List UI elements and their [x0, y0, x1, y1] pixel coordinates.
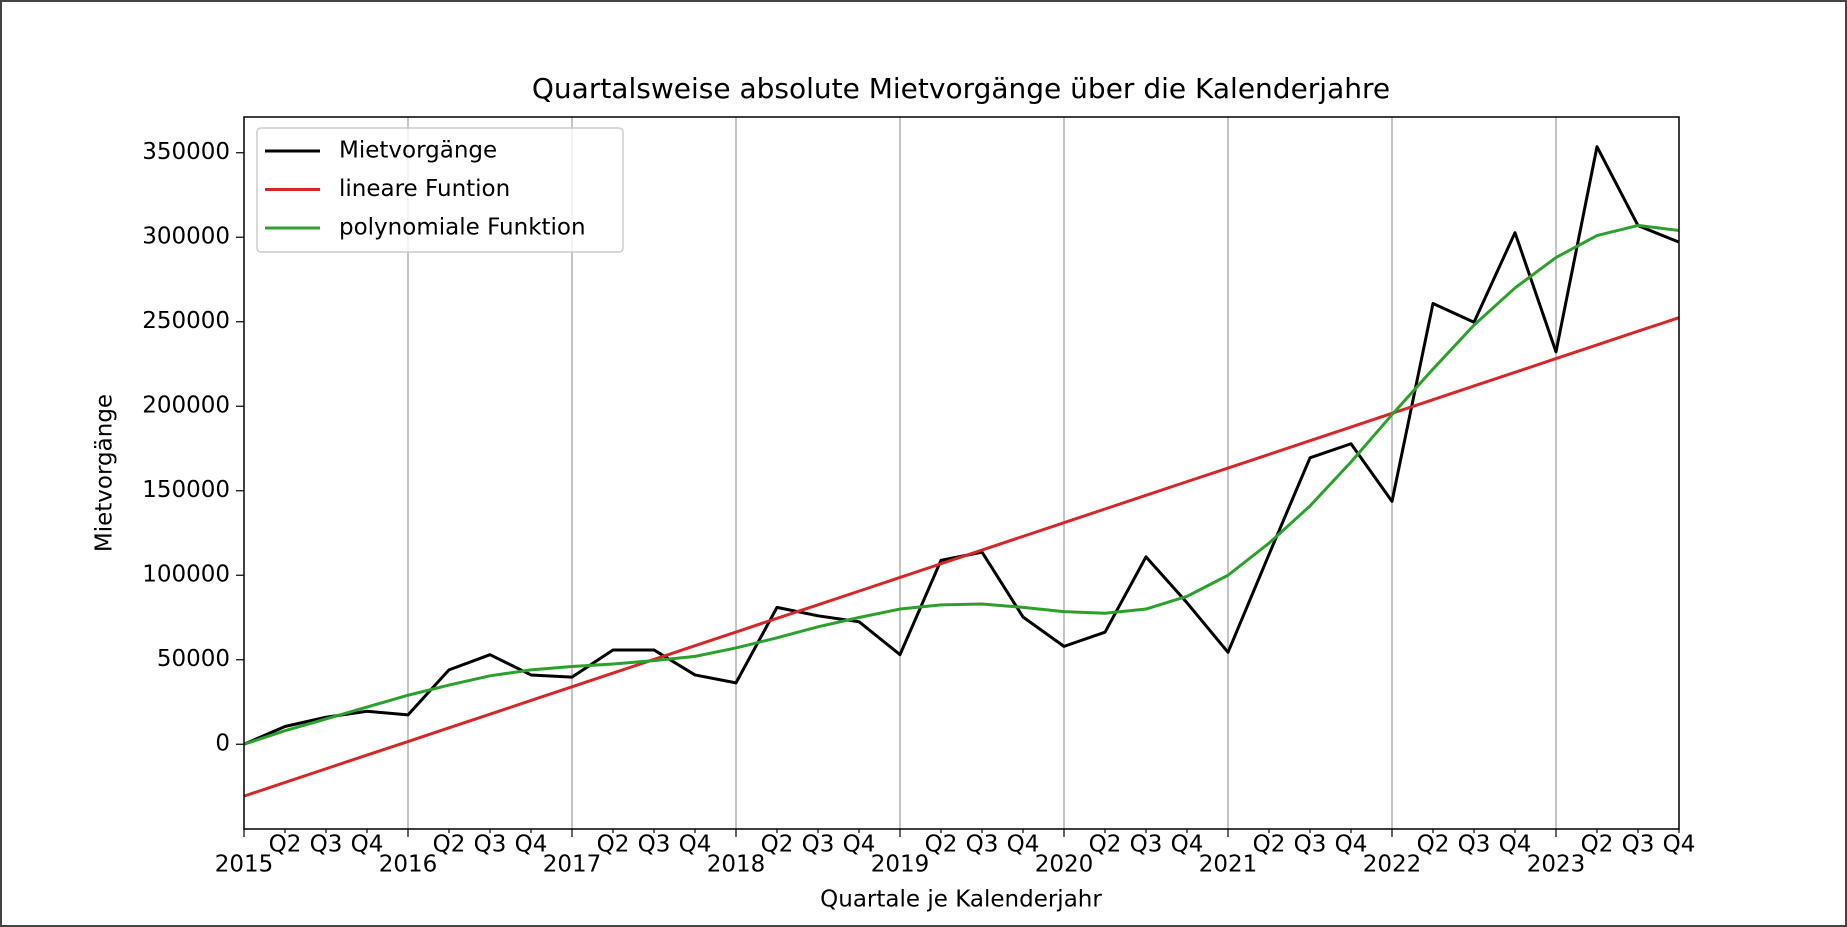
x-tick-label: Q4 [843, 832, 876, 858]
x-tick-label: 2023 [1527, 852, 1586, 878]
legend-label: Mietvorgänge [339, 138, 497, 164]
x-tick-label: Q4 [351, 832, 384, 858]
x-tick-label: Q4 [1335, 832, 1368, 858]
series-line [243, 223, 1680, 746]
x-tick-label: Q2 [597, 832, 630, 858]
x-tick-label: Q4 [1663, 832, 1696, 858]
x-tick-label: Q3 [1294, 832, 1327, 858]
y-tick-label: 0 [215, 731, 230, 757]
x-tick-label: Q2 [925, 832, 958, 858]
y-tick-label: 300000 [142, 224, 230, 250]
x-tick-label: Q4 [1171, 832, 1204, 858]
legend-label: polynomiale Funktion [339, 215, 586, 241]
x-tick-label: Q3 [474, 832, 507, 858]
x-tick-label: 2020 [1035, 852, 1094, 878]
chart-title: Quartalsweise absolute Mietvorgänge über… [532, 72, 1390, 105]
x-tick-label: Q2 [1253, 832, 1286, 858]
plot-frame [243, 116, 1680, 830]
y-axis-label: Mietvorgänge [92, 394, 118, 552]
x-tick-label: Q2 [269, 832, 302, 858]
x-tick-label: Q2 [761, 832, 794, 858]
legend-label: lineare Funtion [339, 176, 510, 202]
x-tick-label: Q2 [1089, 832, 1122, 858]
x-tick-label: Q3 [638, 832, 671, 858]
y-tick-label: 150000 [142, 477, 230, 503]
legend-box [256, 127, 624, 253]
x-tick-label: 2017 [543, 852, 602, 878]
x-tick-label: Q4 [515, 832, 548, 858]
x-tick-label: Q3 [802, 832, 835, 858]
x-tick-label: Q4 [1007, 832, 1040, 858]
x-axis-label: Quartale je Kalenderjahr [820, 887, 1102, 913]
x-tick-label: 2021 [1199, 852, 1258, 878]
x-tick-label: Q2 [1417, 832, 1450, 858]
y-tick-label: 350000 [142, 139, 230, 165]
x-tick-label: 2018 [707, 852, 766, 878]
x-tick-label: Q3 [1458, 832, 1491, 858]
x-tick-label: Q3 [1130, 832, 1163, 858]
y-tick-label: 200000 [142, 393, 230, 419]
x-tick-label: Q3 [966, 832, 999, 858]
x-tick-label: 2016 [379, 852, 438, 878]
series-line [243, 316, 1680, 798]
x-tick-label: Q3 [310, 832, 343, 858]
x-tick-label: Q2 [1581, 832, 1614, 858]
x-tick-label: 2015 [215, 852, 274, 878]
y-tick-label: 50000 [157, 646, 230, 672]
x-tick-label: 2019 [871, 852, 930, 878]
y-tick-label: 100000 [142, 562, 230, 588]
x-tick-label: Q3 [1622, 832, 1655, 858]
y-tick-label: 250000 [142, 308, 230, 334]
x-tick-label: Q4 [679, 832, 712, 858]
x-tick-label: 2022 [1363, 852, 1422, 878]
x-tick-label: Q2 [433, 832, 466, 858]
x-tick-label: Q4 [1499, 832, 1532, 858]
